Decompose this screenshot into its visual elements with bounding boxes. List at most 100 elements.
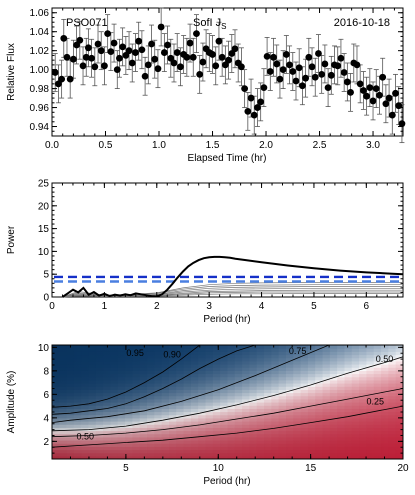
data-point [132, 49, 139, 56]
data-point [392, 89, 399, 97]
data-point [94, 40, 102, 48]
significance-thresholds [54, 275, 401, 283]
data-point [119, 43, 127, 51]
data-point [347, 88, 354, 96]
data-point [321, 60, 329, 68]
comparison-curve [62, 293, 403, 298]
data-point [151, 55, 159, 63]
data-point [173, 49, 181, 56]
data-point [215, 37, 223, 45]
x-tick-label: 6 [364, 301, 370, 312]
data-point [154, 65, 162, 73]
y-tick-label: 6 [43, 390, 49, 401]
data-point [101, 62, 108, 70]
y-tick-label: 0.98 [30, 84, 50, 95]
data-point [125, 47, 133, 55]
y-tick-label: 1.06 [30, 8, 50, 19]
data-point [241, 85, 249, 92]
data-point [76, 36, 84, 44]
data-point [148, 40, 155, 48]
y-tick-label: 10 [38, 343, 50, 354]
data-point [244, 107, 252, 115]
data-point [376, 91, 383, 99]
y-tick-label: 10 [38, 247, 50, 258]
y-axis-label: Amplitude (%) [6, 371, 17, 434]
data-point [247, 94, 255, 102]
y-ticks: 0 5 10 15 20 25 [38, 179, 403, 304]
data-point [343, 78, 351, 86]
data-point [292, 77, 300, 85]
contour-line [52, 405, 403, 448]
data-point [135, 37, 143, 45]
y-tick-label: 2 [43, 437, 49, 448]
data-point [305, 53, 313, 61]
data-point [289, 68, 297, 75]
contour-label: 0.25 [367, 396, 385, 406]
contour-line [52, 345, 201, 408]
data-point [238, 63, 245, 71]
data-point [183, 53, 191, 61]
data-point [189, 53, 197, 61]
x-ticks: 0 1 2 3 4 5 6 [49, 183, 399, 312]
x-axis-label: Elapsed Time (hr) [188, 153, 267, 164]
data-point [250, 111, 258, 119]
contour-labels: 0.95 0.90 0.75 0.50 0.50 0.25 [76, 346, 393, 442]
data-point [107, 48, 115, 56]
light-curve-panel: 0.0 0.5 1.0 1.5 2.0 2.5 3.0 0.94 0.96 0.98 1.00 1.… [6, 7, 406, 164]
contour-label: 0.90 [163, 349, 181, 359]
data-point [270, 53, 277, 61]
data-point [257, 98, 265, 106]
data-point [379, 73, 387, 81]
data-point [97, 47, 105, 55]
data-point [144, 61, 152, 69]
data-point [318, 70, 326, 78]
data-point [295, 64, 303, 72]
data-point [193, 30, 200, 37]
x-tick-label: 15 [305, 463, 317, 474]
x-axis-label: Period (hr) [203, 476, 250, 487]
contour-lines [52, 345, 403, 448]
x-tick-label: 3.0 [366, 140, 380, 151]
y-axis-label: Relative Flux [6, 43, 17, 101]
data-point [104, 30, 112, 37]
contour-line [52, 356, 403, 432]
data-point [279, 66, 287, 74]
data-point [254, 104, 261, 111]
data-point [141, 72, 149, 80]
y-ticks: 0.94 0.96 0.98 1.00 1.02 1.04 1.06 [30, 7, 403, 133]
sensitivity-panel: 0.95 0.90 0.750.500.500.25 5 10 15 20 246810 … [6, 343, 409, 487]
data-point [353, 61, 361, 69]
data-point [164, 41, 171, 49]
contour-line [52, 345, 330, 423]
data-point [363, 92, 371, 100]
data-point [369, 97, 377, 105]
data-point [366, 84, 374, 92]
y-tick-label: 1.00 [30, 65, 50, 76]
y-tick-label: 15 [38, 224, 50, 235]
data-point [110, 39, 118, 47]
data-point [385, 94, 393, 102]
data-point [60, 34, 68, 42]
y-ticks: 2 4 6 8 10 [38, 343, 403, 454]
y-tick-label: 20 [38, 201, 50, 212]
object-name: PSO071 [66, 17, 108, 29]
data-point [91, 63, 99, 71]
x-tick-label: 0.0 [45, 140, 59, 151]
y-tick-label: 1.02 [30, 46, 50, 57]
x-axis-label: Period (hr) [203, 314, 250, 325]
y-tick-label: 0 [43, 293, 49, 304]
y-tick-label: 4 [43, 413, 49, 424]
contour-line [52, 345, 256, 415]
data-point [324, 84, 332, 92]
data-point [360, 87, 367, 94]
data-point [398, 120, 406, 128]
data-point [340, 69, 348, 76]
data-point [70, 55, 77, 63]
x-tick-label: 2 [154, 301, 160, 312]
data-point [79, 62, 87, 70]
data-point [308, 63, 316, 71]
x-ticks: 5 10 15 20 [69, 345, 409, 474]
data-point [225, 56, 232, 64]
data-point [66, 75, 74, 83]
